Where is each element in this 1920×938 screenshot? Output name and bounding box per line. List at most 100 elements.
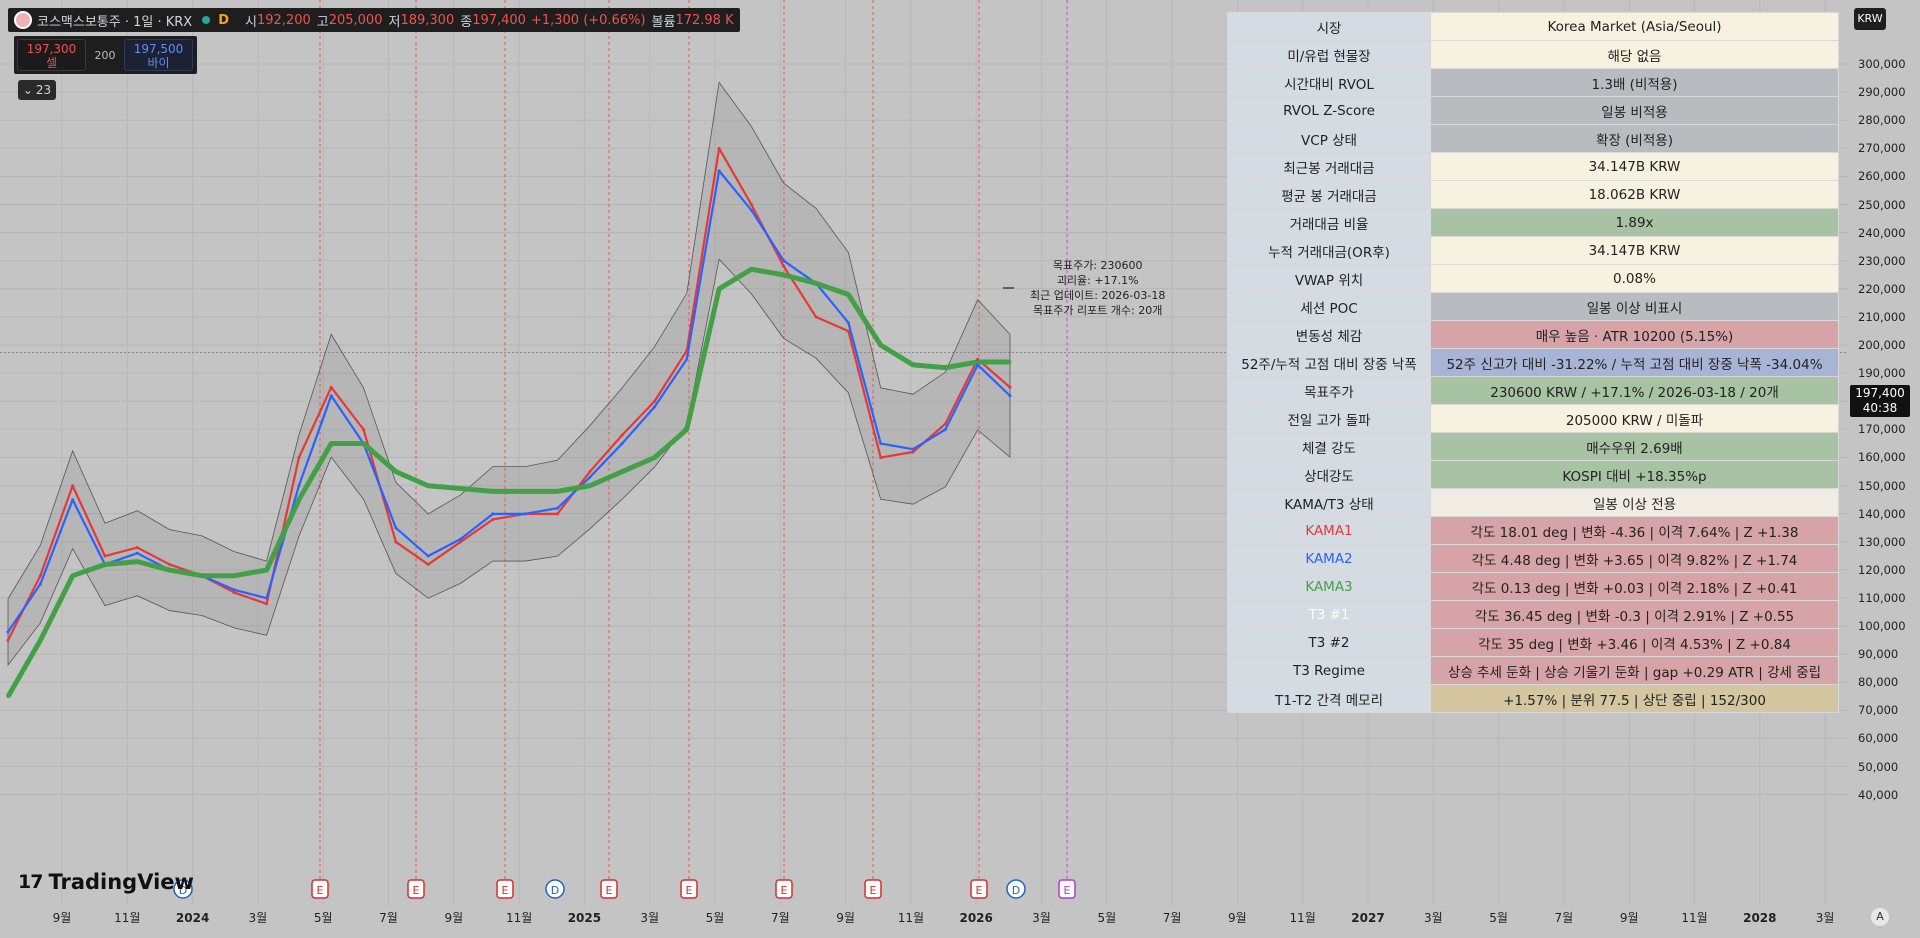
indicators-collapse-button[interactable]: ⌄ 23 — [18, 80, 56, 100]
data-point-kama2 — [685, 357, 689, 361]
info-value: 각도 18.01 deg | 변화 -4.36 | 이격 7.64% | Z +… — [1430, 516, 1839, 545]
data-point-kama3 — [620, 470, 624, 474]
marker-label: E — [606, 884, 613, 897]
info-row: 세션 POC 일봉 이상 비표시 — [1227, 292, 1839, 321]
data-point-kama1 — [911, 450, 915, 454]
price-tick-label: 90,000 — [1858, 647, 1899, 662]
earnings-marker[interactable]: E — [600, 879, 618, 899]
info-row: KAMA3 각도 0.13 deg | 변화 +0.03 | 이격 2.18% |… — [1227, 572, 1839, 601]
data-point-kama2 — [6, 630, 10, 634]
data-point-kama3 — [588, 484, 592, 488]
info-key: 거래대금 비율 — [1227, 208, 1431, 237]
time-axis-label: 5월 — [1489, 911, 1508, 925]
info-value: 매우 높음 · ATR 10200 (5.15%) — [1430, 320, 1839, 349]
earnings-marker[interactable]: E — [775, 879, 793, 899]
price-scale[interactable]: 300,000 290,000 280,000 270,000 260,000 250,0… — [1848, 0, 1920, 938]
time-axis-label: 7월 — [1163, 911, 1182, 925]
market-status-icon — [202, 16, 211, 24]
data-point-kama2 — [749, 208, 753, 212]
data-point-kama3 — [135, 560, 139, 564]
data-point-kama1 — [6, 638, 10, 642]
info-row: 목표주가 230600 KRW / +17.1% / 2026-03-18 / 2… — [1227, 376, 1839, 405]
sell-button[interactable]: 197,300 셀 — [17, 39, 86, 71]
symbol-title[interactable]: 코스맥스보통주 · 1일 · KRX — [37, 14, 193, 30]
data-point-kama3 — [523, 489, 527, 493]
data-point-kama2 — [38, 582, 42, 586]
price-tick-label: 270,000 — [1858, 141, 1906, 156]
data-point-kama3 — [685, 428, 689, 431]
data-point-kama1 — [103, 554, 107, 558]
indicator-count: 23 — [35, 83, 52, 97]
marker-label: D — [551, 884, 559, 897]
data-point-kama3 — [168, 568, 172, 572]
current-price: 197,400 — [1855, 386, 1905, 400]
dividend-marker[interactable]: D — [545, 879, 565, 899]
data-point-kama2 — [232, 588, 236, 592]
time-axis-label: 9월 — [444, 911, 463, 925]
info-key: KAMA2 — [1227, 544, 1431, 573]
data-point-kama3 — [6, 695, 10, 699]
info-key: 시간대비 RVOL — [1227, 68, 1431, 97]
data-point-kama3 — [717, 287, 721, 291]
data-point-kama2 — [329, 394, 333, 398]
buy-button[interactable]: 197,500 바이 — [124, 39, 193, 71]
info-value: 각도 35 deg | 변화 +3.46 | 이격 4.53% | Z +0.8… — [1430, 628, 1839, 657]
annotation-line: 목표주가 리포트 개수: 20개 — [1032, 304, 1163, 317]
target-price-annotation: 목표주가: 230600 괴리율: +17.1% 최근 업데이트: 2026-0… — [1030, 258, 1165, 318]
info-key: 52주/누적 고점 대비 장중 낙폭 — [1227, 348, 1431, 377]
info-key: T3 Regime — [1227, 656, 1431, 685]
data-point-kama3 — [297, 498, 301, 502]
data-point-kama3 — [362, 442, 366, 446]
dividend-marker[interactable]: D — [173, 879, 193, 899]
earnings-marker[interactable]: E — [864, 879, 882, 899]
data-point-kama1 — [426, 562, 430, 566]
earnings-marker[interactable]: E — [680, 879, 698, 899]
tradingview-logo[interactable]: 𝟭𝟳 TradingView — [18, 870, 194, 894]
info-key: 미/유럽 현물장 — [1227, 40, 1431, 69]
price-tick-label: 260,000 — [1858, 169, 1906, 184]
info-row: 시장 Korea Market (Asia/Seoul) — [1227, 12, 1839, 41]
earnings-marker[interactable]: E — [311, 879, 329, 899]
data-point-kama1 — [38, 574, 42, 578]
data-point-kama2 — [459, 537, 463, 541]
earnings-marker[interactable]: E — [496, 879, 514, 899]
data-point-kama2 — [426, 554, 430, 558]
earnings-marker[interactable]: E — [407, 879, 425, 899]
auto-scale-button[interactable]: A — [1871, 908, 1889, 926]
symbol-legend[interactable]: 코스맥스보통주 · 1일 · KRX D 시 192,200 고 205,000 저… — [8, 8, 740, 32]
sell-label: 셀 — [45, 56, 58, 70]
data-point-kama1 — [459, 540, 463, 544]
info-row: 변동성 체감 매우 높음 · ATR 10200 (5.15%) — [1227, 320, 1839, 349]
data-point-kama3 — [749, 267, 753, 271]
data-point-kama2 — [879, 442, 883, 446]
spread-value: 200 — [94, 48, 116, 62]
marker-label: E — [870, 884, 877, 897]
info-value: 230600 KRW / +17.1% / 2026-03-18 / 20개 — [1430, 376, 1839, 405]
data-point-kama1 — [846, 329, 850, 333]
info-row: KAMA/T3 상태 일봉 이상 전용 — [1227, 488, 1839, 517]
tradingview-logo-icon: 𝟭𝟳 — [18, 871, 43, 893]
dividend-marker[interactable]: D — [1006, 879, 1026, 899]
currency-button[interactable]: KRW — [1854, 8, 1886, 30]
marker-shape — [173, 879, 193, 899]
data-point-kama1 — [168, 562, 172, 566]
info-value: 각도 36.45 deg | 변화 -0.3 | 이격 2.91% | Z +0… — [1430, 600, 1839, 629]
data-point-kama1 — [782, 264, 786, 268]
data-point-kama2 — [394, 526, 398, 530]
earnings-marker[interactable]: E — [970, 879, 988, 899]
indicator-info-table: 시장 Korea Market (Asia/Seoul) 미/유럽 현물장 해당 없음… — [1227, 12, 1839, 713]
info-row: 시간대비 RVOL 1.3배 (비적용) — [1227, 68, 1839, 97]
marker-label: D — [179, 884, 187, 897]
info-row: 누적 거래대금(OR후) 34.147B KRW — [1227, 236, 1839, 265]
price-tick-label: 140,000 — [1858, 506, 1906, 521]
marker-shape — [496, 879, 514, 899]
series-line-kama3 — [5, 266, 1010, 698]
data-point-kama2 — [135, 551, 139, 555]
data-point-kama2 — [620, 442, 624, 446]
earnings-marker[interactable]: E — [1058, 879, 1076, 899]
info-key: T3 #2 — [1227, 628, 1431, 657]
info-value: 1.3배 (비적용) — [1430, 68, 1839, 97]
data-point-kama2 — [717, 169, 721, 173]
price-tick-label: 220,000 — [1858, 281, 1906, 296]
